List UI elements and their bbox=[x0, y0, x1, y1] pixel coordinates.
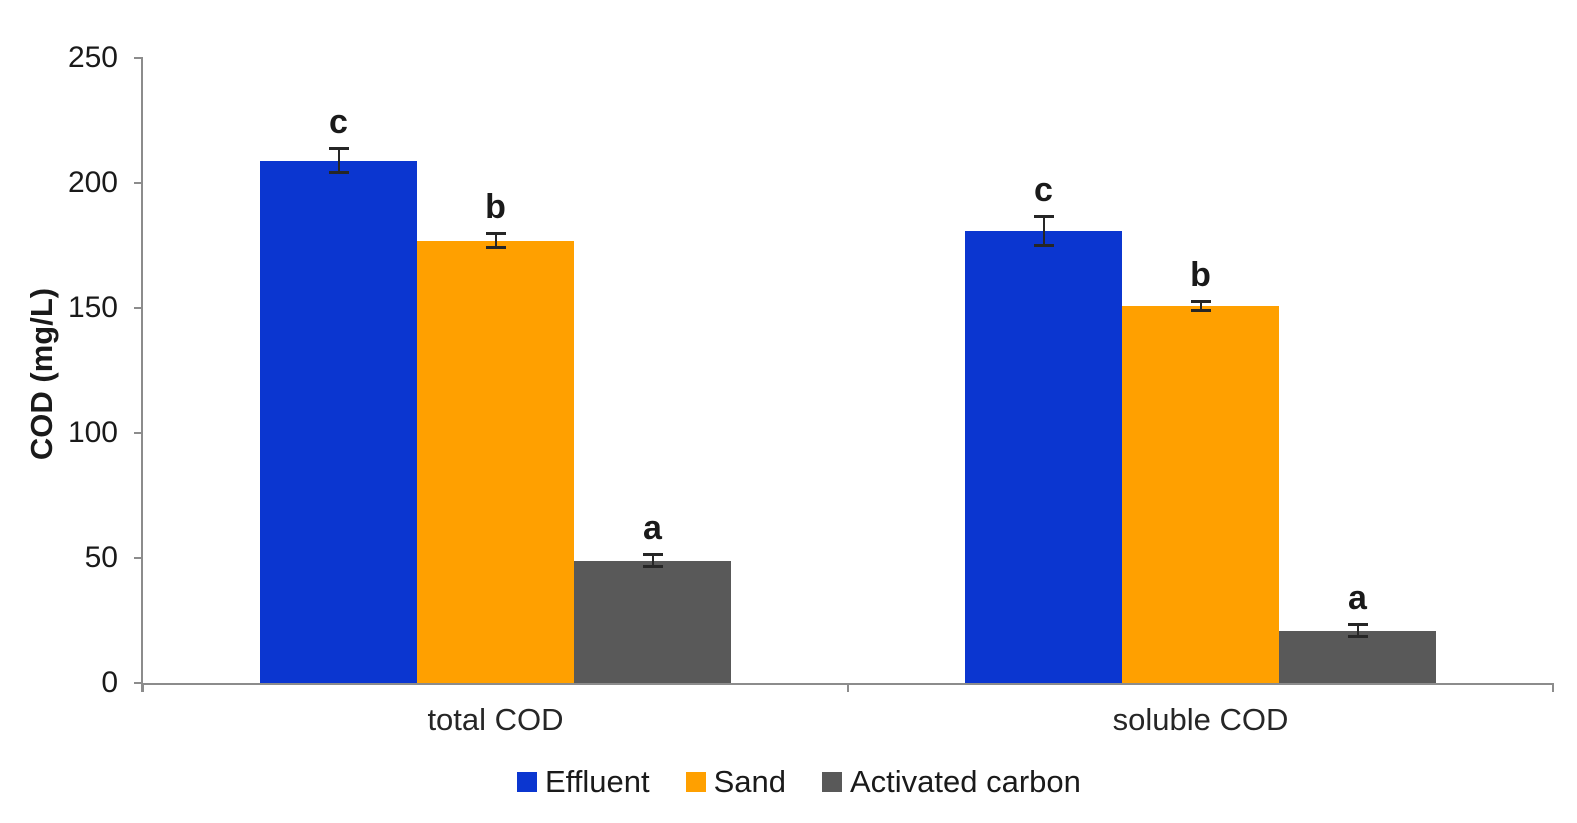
error-bar-cap-bottom-effluent-total-cod bbox=[328, 171, 349, 174]
significance-letter-activated-carbon-soluble-cod: a bbox=[1348, 579, 1367, 618]
y-axis-title: COD (mg/L) bbox=[24, 287, 59, 461]
legend-item-activated-carbon: Activated carbon bbox=[821, 764, 1081, 799]
error-bar-cap-bottom-activated-carbon-soluble-cod bbox=[1347, 634, 1368, 638]
error-bar-cap-bottom-sand-total-cod bbox=[485, 246, 506, 249]
legend-label-effluent: Effluent bbox=[545, 764, 650, 799]
x-tick-mark bbox=[1552, 683, 1554, 692]
y-tick-mark bbox=[134, 682, 143, 684]
bar-activated-carbon-total-cod bbox=[574, 560, 731, 683]
error-bar-cap-top-sand-total-cod bbox=[485, 232, 506, 235]
y-tick-label: 100 bbox=[67, 416, 118, 449]
significance-letter-effluent-total-cod: c bbox=[329, 103, 348, 141]
error-bar-cap-bottom-activated-carbon-total-cod bbox=[642, 564, 663, 568]
legend-swatch-activated-carbon bbox=[821, 771, 842, 792]
significance-letter-sand-total-cod: b bbox=[485, 188, 506, 226]
legend-swatch-effluent bbox=[517, 771, 537, 792]
bar-effluent-soluble-cod bbox=[965, 230, 1122, 683]
y-tick-mark bbox=[134, 557, 143, 559]
y-tick-label: 150 bbox=[67, 291, 118, 324]
y-tick-mark bbox=[134, 182, 143, 184]
y-tick-label: 0 bbox=[101, 666, 118, 699]
legend-item-sand: Sand bbox=[685, 764, 786, 799]
error-bar-stem-activated-carbon-soluble-cod bbox=[1356, 624, 1359, 637]
bar-effluent-total-cod bbox=[260, 160, 417, 683]
legend-swatch-sand bbox=[685, 771, 706, 792]
y-tick-label: 250 bbox=[67, 41, 118, 74]
error-bar-cap-top-effluent-soluble-cod bbox=[1033, 214, 1054, 218]
category-label-soluble-cod: soluble COD bbox=[1112, 702, 1289, 737]
y-tick-label: 50 bbox=[84, 541, 118, 574]
bar-sand-soluble-cod bbox=[1122, 305, 1279, 683]
error-bar-cap-bottom-sand-soluble-cod bbox=[1190, 308, 1211, 312]
x-tick-mark bbox=[847, 683, 849, 692]
error-bar-stem-effluent-total-cod bbox=[337, 148, 340, 173]
category-label-total-cod: total COD bbox=[427, 702, 564, 737]
error-bar-cap-top-effluent-total-cod bbox=[328, 147, 349, 150]
bar-sand-total-cod bbox=[417, 240, 574, 683]
x-tick-mark bbox=[142, 683, 144, 692]
bar-activated-carbon-soluble-cod bbox=[1279, 630, 1436, 683]
significance-letter-sand-soluble-cod: b bbox=[1190, 255, 1211, 294]
error-bar-cap-top-sand-soluble-cod bbox=[1190, 299, 1211, 303]
legend-label-sand: Sand bbox=[713, 764, 786, 799]
error-bar-cap-top-activated-carbon-soluble-cod bbox=[1347, 623, 1368, 627]
error-bar-stem-activated-carbon-total-cod bbox=[651, 554, 654, 567]
y-tick-mark bbox=[134, 57, 143, 59]
y-axis-line bbox=[141, 58, 143, 692]
significance-letter-activated-carbon-total-cod: a bbox=[643, 509, 662, 548]
error-bar-stem-sand-total-cod bbox=[494, 233, 497, 248]
legend: Effluent Sand Activated carbon bbox=[517, 766, 1081, 797]
error-bar-stem-sand-soluble-cod bbox=[1199, 300, 1202, 311]
y-tick-mark bbox=[134, 432, 143, 434]
significance-letter-effluent-soluble-cod: c bbox=[1034, 170, 1053, 209]
legend-label-activated-carbon: Activated carbon bbox=[849, 764, 1081, 799]
y-tick-label: 200 bbox=[67, 166, 118, 199]
error-bar-cap-bottom-effluent-soluble-cod bbox=[1033, 243, 1054, 247]
y-tick-mark bbox=[134, 307, 143, 309]
error-bar-stem-effluent-soluble-cod bbox=[1042, 215, 1045, 246]
legend-item-effluent: Effluent bbox=[517, 766, 650, 797]
error-bar-cap-top-activated-carbon-total-cod bbox=[642, 553, 663, 557]
